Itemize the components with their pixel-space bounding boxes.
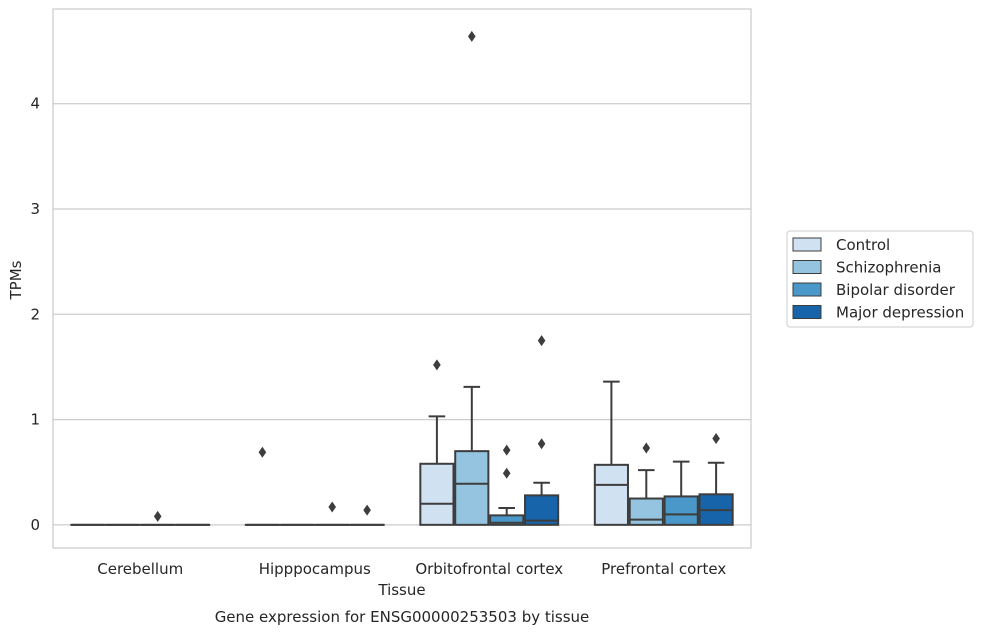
y-axis-label: TPMs [7,260,25,300]
outlier-point [503,468,511,479]
y-tick-label: 4 [30,95,40,113]
outlier-point [538,335,546,346]
box-body [420,464,453,525]
grid-layer [53,104,751,525]
legend-label: Major depression [836,304,964,322]
legend-label: Control [836,236,890,254]
legend-swatch [793,306,821,319]
y-tick-label: 1 [30,411,40,429]
plot-frame [53,9,751,548]
outlier-point [503,445,511,456]
box-1-0 [246,447,279,525]
box-body [630,499,663,525]
box-3-1 [630,442,663,524]
box-3-3 [700,433,733,525]
outlier-point [538,438,546,449]
box-body [595,465,628,525]
y-tick-label: 2 [30,305,40,323]
y-tick-label: 3 [30,200,40,218]
box-1-3 [351,505,384,525]
box-body [455,451,488,525]
box-0-2 [141,511,174,525]
outlier-point [328,501,336,512]
box-2-3 [525,335,558,525]
ytick-layer: 0 1 2 3 4 [30,95,40,534]
outlier-point [712,433,720,444]
x-tick-label: Cerebellum [97,560,183,578]
box-layer [71,31,732,525]
outlier-point [259,447,267,458]
x-axis-label: Tissue [377,581,425,599]
x-tick-label: Prefrontal cortex [601,560,726,578]
y-tick-label: 0 [30,516,40,534]
box-body [665,496,698,524]
legend: Control Schizophrenia Bipolar disorder Majo… [787,231,973,327]
outlier-point [468,31,476,42]
legend-swatch [793,238,821,251]
box-3-2 [665,462,698,525]
outlier-point [154,511,162,522]
box-2-2 [490,445,523,525]
x-tick-label: Hipppocampus [259,560,371,578]
x-tick-label: Orbitofrontal cortex [415,560,563,578]
xtick-layer: Cerebellum Hipppocampus Orbitofrontal cort… [97,560,726,578]
outlier-point [643,442,651,453]
chart-caption: Gene expression for ENSG00000253503 by t… [215,608,590,626]
legend-label: Bipolar disorder [836,281,956,299]
legend-swatch [793,283,821,296]
legend-label: Schizophrenia [836,259,941,277]
box-2-1 [455,31,488,525]
legend-swatch [793,261,821,274]
box-1-2 [316,501,349,524]
outlier-point [363,505,371,516]
box-3-0 [595,382,628,525]
outlier-point [433,359,441,370]
box-2-0 [420,359,453,525]
